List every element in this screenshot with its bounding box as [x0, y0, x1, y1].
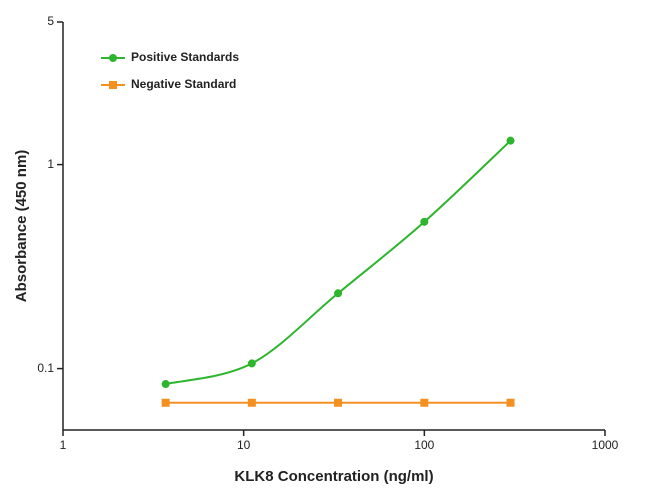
legend-marker: [109, 81, 117, 89]
marker: [420, 398, 429, 407]
legend-label: Negative Standard: [131, 77, 236, 91]
x-tick-label: 100: [414, 438, 434, 452]
legend-label: Positive Standards: [131, 50, 239, 64]
marker: [334, 289, 343, 298]
y-axis-title: Absorbance (450 nm): [13, 150, 30, 303]
legend-marker: [109, 54, 117, 62]
series-line: [165, 139, 512, 386]
y-tick-label: 0.1: [37, 361, 54, 375]
marker: [506, 398, 515, 407]
marker: [334, 398, 343, 407]
x-tick-label: 10: [237, 438, 251, 452]
y-tick-label: 5: [47, 14, 54, 28]
marker: [247, 359, 256, 368]
marker: [161, 380, 170, 389]
marker: [161, 398, 170, 407]
marker: [247, 398, 256, 407]
marker: [506, 136, 515, 145]
x-tick-label: 1: [60, 438, 67, 452]
marker: [420, 217, 429, 226]
x-axis-title: KLK8 Concentration (ng/ml): [234, 468, 433, 485]
x-tick-label: 1000: [592, 438, 619, 452]
y-tick-label: 1: [47, 157, 54, 171]
